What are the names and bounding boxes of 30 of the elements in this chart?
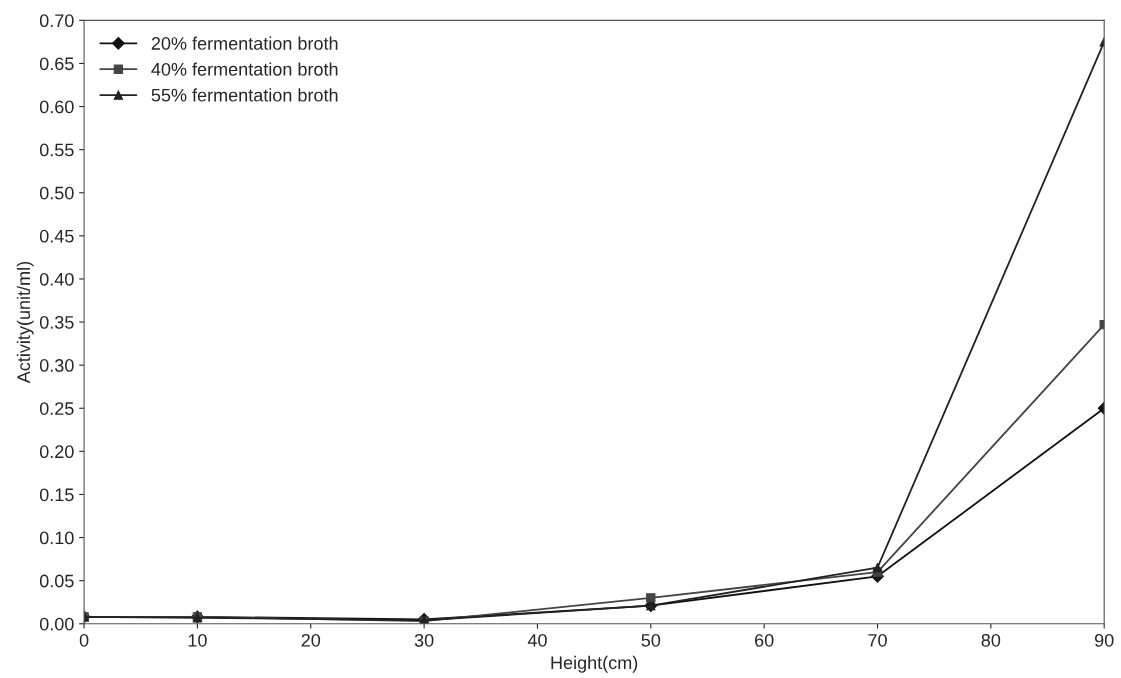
x-axis-title: Height(cm): [551, 655, 638, 673]
x-tick-label: 40: [527, 633, 547, 647]
x-tick-label: 20: [301, 633, 321, 647]
x-tick-label: 70: [868, 633, 887, 647]
y-axis-title: Activity(unit/ml): [16, 261, 34, 384]
y-tick-label: 0.25: [39, 402, 74, 415]
y-tick-label: 0.20: [39, 445, 74, 459]
y-tick-label: 0.45: [39, 229, 74, 243]
y-tick-label: 0.35: [39, 315, 74, 329]
x-tick-label: 90: [1094, 633, 1114, 647]
y-tick-label: 0.00: [39, 617, 74, 631]
y-tick-label: 0.55: [39, 143, 74, 157]
x-tick-label: 10: [188, 633, 207, 647]
y-tick-label: 0.40: [39, 272, 74, 286]
y-tick-label: 0.60: [39, 100, 74, 114]
x-tick-label: 60: [755, 633, 774, 647]
y-tick-label: 0.10: [39, 531, 74, 545]
y-tick-label: 0.70: [39, 14, 74, 28]
legend-label: 40% fermentation broth: [151, 62, 338, 76]
y-tick-label: 0.05: [39, 574, 74, 588]
y-tick-label: 0.30: [39, 359, 74, 372]
x-tick-label: 50: [641, 633, 661, 647]
x-tick-label: 30: [414, 633, 434, 647]
legend-label: 55% fermentation broth: [151, 88, 338, 102]
y-tick-label: 0.65: [39, 57, 74, 71]
x-tick-label: 0: [79, 633, 89, 647]
x-tick-label: 80: [981, 633, 1001, 647]
y-tick-label: 0.15: [39, 488, 74, 502]
y-tick-label: 0.50: [39, 186, 74, 200]
legend-label: 20% fermentation broth: [151, 36, 338, 50]
